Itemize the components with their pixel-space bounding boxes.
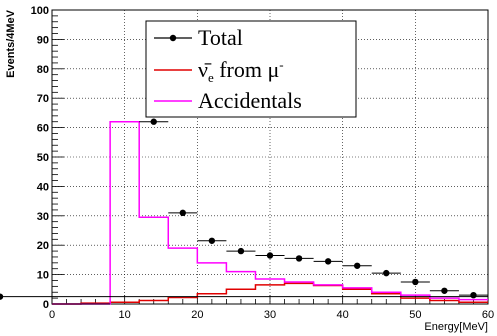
x-tick-label: 40 — [337, 309, 349, 321]
series-2-step-line — [52, 120, 488, 305]
legend-marker-total — [169, 34, 177, 42]
x-axis-title: Energy[MeV] — [424, 321, 488, 333]
y-tick-label: 100 — [31, 5, 49, 17]
axis-ticks — [51, 9, 489, 305]
series-layer — [0, 118, 488, 305]
total-data-point — [383, 269, 390, 277]
total-data-point — [0, 293, 4, 300]
legend-label-total: Total — [198, 25, 243, 50]
total-data-point — [295, 255, 303, 262]
total-data-point — [441, 287, 448, 294]
legend-nu-sup: - — [279, 57, 283, 72]
y-tick-label: 60 — [37, 123, 49, 135]
y-tick-label: 70 — [37, 93, 49, 105]
x-tick-label: 50 — [409, 309, 421, 321]
legend: Total ν̄e from μ- Accidentals — [145, 20, 357, 118]
y-tick-label: 30 — [37, 211, 49, 223]
total-data-point — [266, 252, 274, 259]
total-data-point — [179, 209, 186, 217]
total-data-point — [354, 262, 361, 269]
total-data-point — [412, 278, 419, 286]
total-data-point — [470, 291, 477, 299]
total-data-point — [150, 118, 157, 125]
legend-label-accidentals: Accidentals — [198, 88, 302, 113]
tick-labels: 0 10 20 30 40 50 60 0 10 20 30 40 50 60 70 80 90 100 — [31, 5, 494, 321]
y-tick-label: 90 — [37, 34, 49, 46]
y-axis-title: Events/4MeV — [5, 9, 17, 78]
y-tick-label: 20 — [37, 240, 49, 252]
x-tick-label: 30 — [264, 309, 276, 321]
y-tick-label: 80 — [37, 64, 49, 76]
y-tick-label: 50 — [37, 152, 49, 164]
x-tick-label: 0 — [49, 309, 55, 321]
x-tick-label: 10 — [119, 309, 131, 321]
x-tick-label: 20 — [191, 309, 203, 321]
y-tick-label: 40 — [37, 181, 49, 193]
y-tick-label: 0 — [43, 299, 49, 311]
x-tick-label: 60 — [482, 309, 494, 321]
legend-nu-rest: from μ — [214, 57, 280, 82]
total-data-point — [237, 247, 245, 255]
total-data-point — [324, 258, 332, 265]
y-tick-label: 10 — [37, 270, 49, 282]
total-data-point — [208, 237, 216, 244]
legend-nu-sub: e — [208, 70, 214, 85]
series-1-step-line — [52, 282, 488, 305]
